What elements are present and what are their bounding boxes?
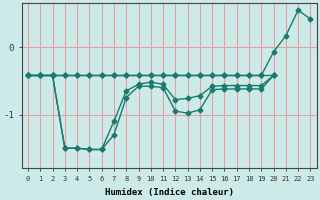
X-axis label: Humidex (Indice chaleur): Humidex (Indice chaleur) — [105, 188, 234, 197]
